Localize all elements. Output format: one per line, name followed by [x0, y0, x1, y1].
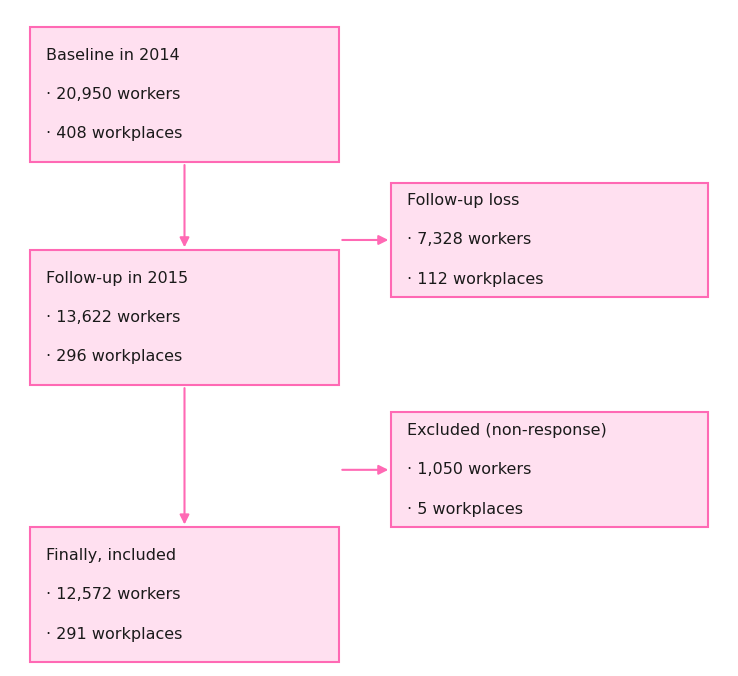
Text: · 408 workplaces: · 408 workplaces	[46, 126, 182, 141]
Text: Finally, included: Finally, included	[46, 548, 176, 563]
Text: Follow-up in 2015: Follow-up in 2015	[46, 271, 188, 286]
Text: · 112 workplaces: · 112 workplaces	[407, 272, 544, 287]
Text: Excluded (non-response): Excluded (non-response)	[407, 423, 607, 438]
FancyBboxPatch shape	[391, 412, 708, 527]
Text: · 12,572 workers: · 12,572 workers	[46, 587, 180, 602]
Text: · 1,050 workers: · 1,050 workers	[407, 462, 532, 477]
Text: · 7,328 workers: · 7,328 workers	[407, 233, 531, 247]
Text: · 291 workplaces: · 291 workplaces	[46, 627, 182, 642]
FancyBboxPatch shape	[30, 27, 339, 162]
Text: Baseline in 2014: Baseline in 2014	[46, 48, 179, 63]
Text: · 296 workplaces: · 296 workplaces	[46, 349, 182, 364]
FancyBboxPatch shape	[391, 183, 708, 297]
Text: · 13,622 workers: · 13,622 workers	[46, 310, 180, 325]
Text: · 5 workplaces: · 5 workplaces	[407, 502, 523, 516]
FancyBboxPatch shape	[30, 250, 339, 385]
Text: · 20,950 workers: · 20,950 workers	[46, 87, 180, 102]
Text: Follow-up loss: Follow-up loss	[407, 193, 520, 208]
FancyBboxPatch shape	[30, 527, 339, 662]
